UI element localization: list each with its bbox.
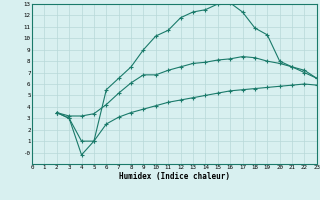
X-axis label: Humidex (Indice chaleur): Humidex (Indice chaleur) — [119, 172, 230, 181]
